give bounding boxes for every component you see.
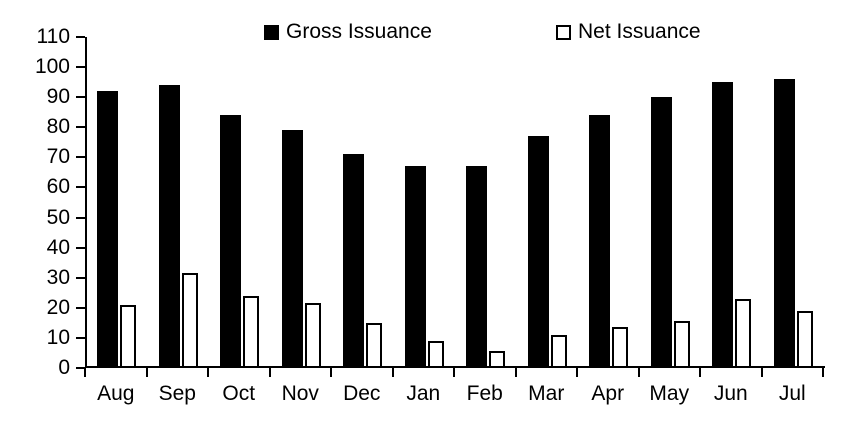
y-axis-tick xyxy=(76,156,85,159)
x-axis-tick xyxy=(391,368,394,377)
y-axis-tick xyxy=(76,306,85,309)
bar-gross-issuance-jun xyxy=(712,82,733,368)
x-axis-label-feb: Feb xyxy=(466,382,503,405)
x-axis-tick xyxy=(637,368,640,377)
x-axis-tick xyxy=(699,368,701,377)
x-axis-tick xyxy=(207,368,209,377)
bar-net-issuance-may xyxy=(673,321,690,368)
y-axis-tick xyxy=(76,96,85,99)
x-axis-label-apr: Apr xyxy=(591,382,625,405)
bar-gross-issuance-jul xyxy=(773,79,795,368)
y-axis-tick-label: 90 xyxy=(46,85,70,109)
x-axis-tick xyxy=(514,368,517,377)
y-axis-tick-label: 80 xyxy=(46,115,70,139)
x-axis-tick xyxy=(330,368,332,377)
y-axis-tick xyxy=(76,336,85,339)
x-axis-label-dec: Dec xyxy=(343,382,381,405)
x-axis-tick xyxy=(145,368,148,377)
x-axis-label-aug: Aug xyxy=(97,382,135,405)
bar-gross-issuance-sep xyxy=(158,85,180,368)
y-axis-tick xyxy=(76,36,85,38)
y-axis-tick-label: 100 xyxy=(34,55,70,79)
bar-gross-issuance-aug xyxy=(97,91,118,368)
bar-gross-issuance-oct xyxy=(220,115,241,368)
x-axis-label-jan: Jan xyxy=(406,382,441,405)
y-axis-tick xyxy=(76,246,85,249)
y-axis-tick-label: 60 xyxy=(46,175,70,199)
bar-gross-issuance-apr xyxy=(589,115,610,368)
bar-net-issuance-jun xyxy=(735,298,751,368)
bar-net-issuance-jul xyxy=(796,310,813,368)
bar-net-issuance-nov xyxy=(304,303,321,368)
x-axis-label-nov: Nov xyxy=(281,382,319,405)
bar-net-issuance-dec xyxy=(366,322,382,368)
y-axis-tick xyxy=(76,66,85,69)
y-axis-tick-label: 20 xyxy=(46,295,70,319)
x-axis-label-oct: Oct xyxy=(222,382,256,405)
y-axis-tick-label: 50 xyxy=(46,205,70,229)
x-axis-label-sep: Sep xyxy=(158,382,196,405)
legend-item-gross-issuance: Gross Issuance xyxy=(264,21,432,43)
x-axis-tick xyxy=(268,368,271,377)
y-axis-tick xyxy=(76,216,85,219)
x-axis-label-jun: Jun xyxy=(713,382,748,405)
x-axis-tick xyxy=(576,368,578,377)
bar-net-issuance-feb xyxy=(489,351,505,368)
x-axis-tick xyxy=(822,368,824,377)
y-axis-tick-label: 10 xyxy=(46,325,70,349)
x-axis-label-mar: Mar xyxy=(528,382,565,405)
bar-gross-issuance-jan xyxy=(404,166,426,368)
x-axis-tick xyxy=(84,368,86,377)
legend: Gross Issuance Net Issuance xyxy=(0,21,852,45)
y-axis-tick-label: 0 xyxy=(58,356,70,379)
bar-gross-issuance-nov xyxy=(281,130,303,368)
gross-issuance-swatch-icon xyxy=(264,24,279,40)
bar-gross-issuance-mar xyxy=(527,136,549,368)
bar-net-issuance-mar xyxy=(550,334,567,368)
bar-net-issuance-aug xyxy=(120,304,136,368)
y-axis-tick xyxy=(76,367,85,369)
plot-area xyxy=(85,37,825,368)
y-axis-tick-label: 30 xyxy=(46,265,70,289)
bar-gross-issuance-dec xyxy=(343,154,364,368)
bar-net-issuance-apr xyxy=(612,327,628,368)
x-axis-label-may: May xyxy=(649,382,690,405)
bar-gross-issuance-feb xyxy=(466,166,487,368)
y-axis-tick xyxy=(76,186,85,189)
y-axis-tick-label: 40 xyxy=(46,235,70,259)
y-axis-tick xyxy=(76,276,85,279)
legend-label-gross-issuance: Gross Issuance xyxy=(286,20,432,43)
bar-gross-issuance-may xyxy=(650,97,672,368)
y-axis-tick-label: 70 xyxy=(46,145,70,169)
legend-item-net-issuance: Net Issuance xyxy=(556,21,701,43)
y-axis-tick-label: 110 xyxy=(36,25,70,48)
x-axis-label-jul: Jul xyxy=(778,382,806,405)
bar-net-issuance-sep xyxy=(181,273,198,368)
x-axis-tick xyxy=(760,368,763,377)
x-axis-tick xyxy=(453,368,455,377)
legend-label-net-issuance: Net Issuance xyxy=(578,20,701,43)
net-issuance-swatch-icon xyxy=(556,24,571,40)
bar-net-issuance-jan xyxy=(427,340,444,368)
bar-net-issuance-oct xyxy=(243,295,259,368)
y-axis-tick xyxy=(76,126,85,129)
